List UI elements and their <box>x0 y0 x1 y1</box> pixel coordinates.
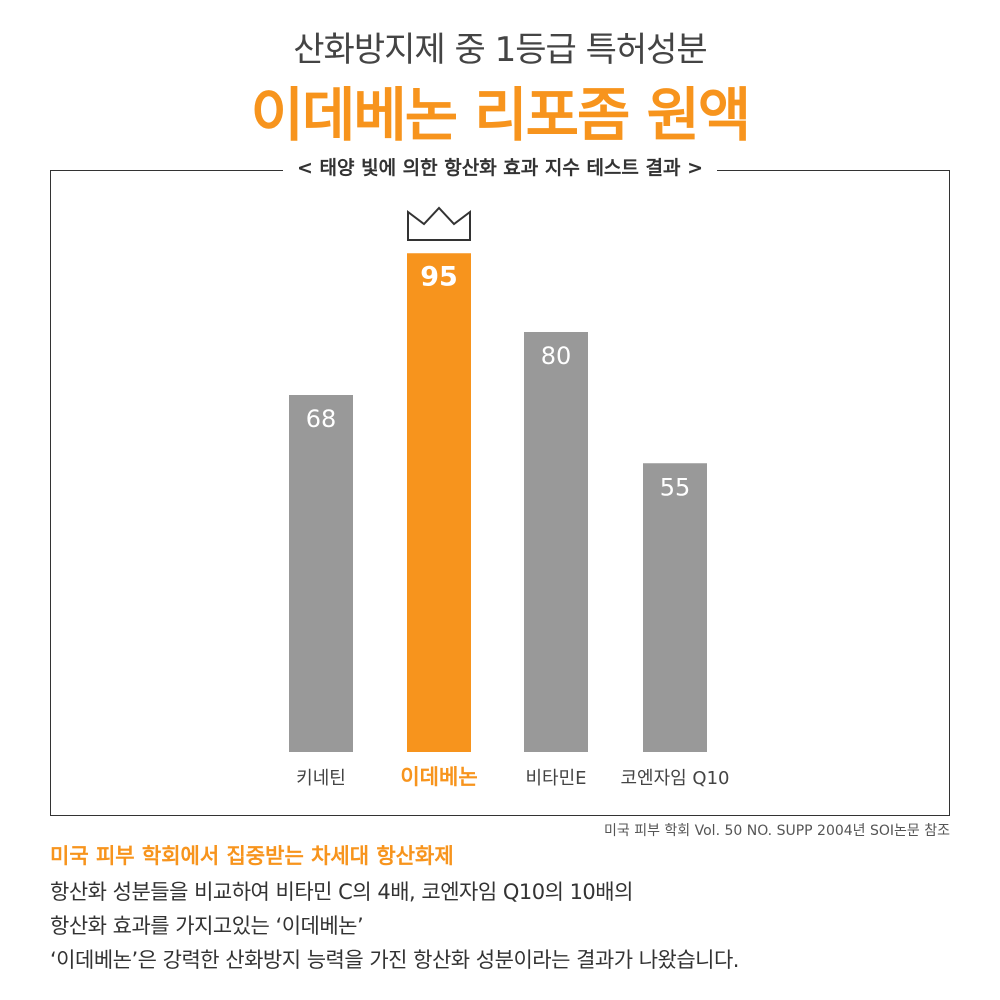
page-subtitle: 산화방지제 중 1등급 특허성분 <box>293 30 707 70</box>
page-title: 이데베논 리포좀 원액 <box>250 81 752 149</box>
chart-title: < 태양 빛에 의한 항산화 효과 지수 테스트 결과 > <box>282 157 717 179</box>
data-label: 95 <box>420 261 458 292</box>
source-note: 미국 피부 학회 Vol. 50 NO. SUPP 2004년 SOI논문 참조 <box>604 823 950 839</box>
category-label: 비타민E <box>525 768 586 789</box>
bar <box>524 332 588 752</box>
data-label: 68 <box>306 405 337 433</box>
bar <box>407 253 471 752</box>
category-label: 이데베논 <box>400 765 477 789</box>
bar <box>643 463 707 752</box>
description-line: ‘이데베논’은 강력한 산화방지 능력을 가진 항산화 성분이라는 결과가 나왔… <box>50 948 740 972</box>
crown-icon <box>407 206 471 241</box>
description-line: 항산화 성분들을 비교하여 비타민 C의 4배, 코엔자임 Q10의 10배의 <box>50 880 633 904</box>
category-label: 키네틴 <box>296 768 346 789</box>
data-label: 55 <box>660 473 691 501</box>
highlight-text: 미국 피부 학회에서 집중받는 차세대 항산화제 <box>50 844 454 868</box>
description-line: 항산화 효과를 가지고있는 ‘이데베논’ <box>50 914 364 938</box>
data-label: 80 <box>541 342 572 370</box>
bar <box>289 395 353 752</box>
chart-caption: < 태양 빛에 의한 항산화 효과 지수 테스트 결과 > <box>0 153 1000 180</box>
category-label: 코엔자임 Q10 <box>620 768 729 789</box>
